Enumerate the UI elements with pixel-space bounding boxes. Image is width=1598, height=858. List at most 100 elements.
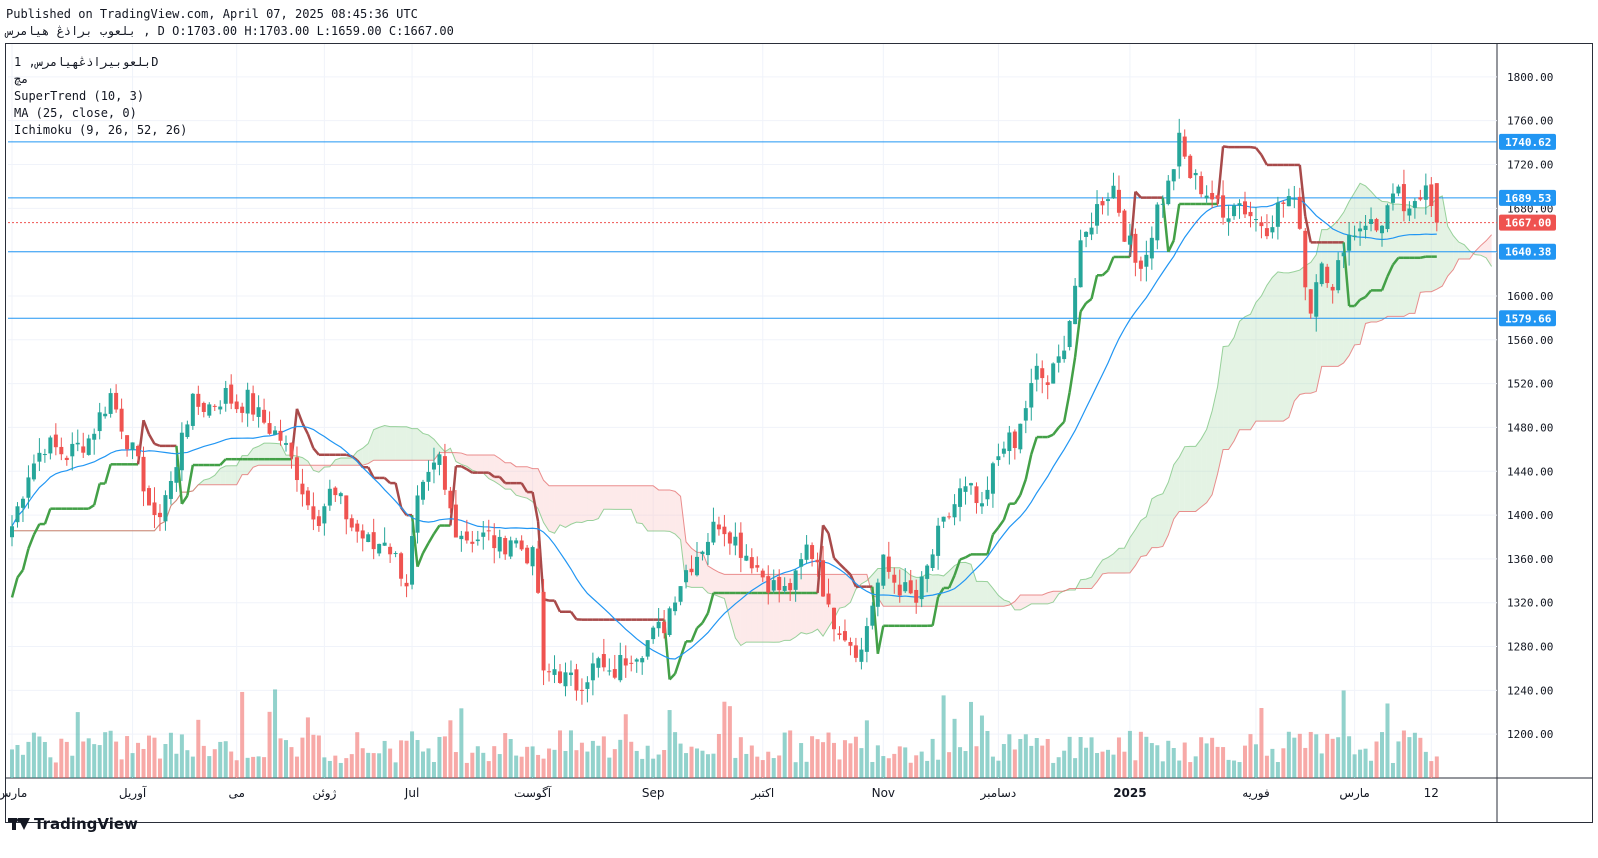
volume-bar (716, 734, 721, 778)
volume-bar (201, 745, 206, 778)
volume-bar (771, 758, 776, 778)
candle-body (262, 409, 267, 423)
volume-bar (1303, 747, 1308, 778)
candle-body (596, 658, 601, 668)
volume-bar (607, 757, 612, 778)
volume-bar (70, 755, 75, 778)
ichimoku-cloud-segment (1190, 446, 1196, 512)
candle-body (859, 649, 864, 662)
candle-body (1407, 208, 1412, 216)
volume-bar (31, 732, 36, 778)
volume-bar (262, 757, 267, 778)
volume-bar (1412, 732, 1417, 778)
supertrend-segment (1216, 146, 1225, 205)
legend-ichimoku[interactable]: Ichimoku (9, 26, 52, 26) (14, 123, 188, 137)
x-tick-label: دسامبر (980, 786, 1017, 801)
candle-body (459, 535, 464, 540)
volume-bar (1056, 757, 1061, 778)
x-tick-label: مارس (1339, 786, 1370, 801)
volume-bar (1062, 750, 1067, 778)
supertrend-segment (416, 552, 425, 568)
volume-bar (590, 740, 595, 778)
candle-body (103, 413, 108, 417)
volume-bar (1073, 758, 1078, 778)
brand-name: TradingView (34, 815, 138, 833)
ichimoku-cloud-segment (844, 574, 851, 607)
candle-body (1177, 132, 1182, 167)
ichimoku-cloud-segment (1447, 226, 1454, 277)
candle-body (399, 553, 404, 579)
y-tick-label: 1800.00 (1507, 71, 1553, 84)
supertrend-segment (1353, 298, 1362, 307)
candle-body (415, 495, 420, 533)
volume-bar (695, 748, 699, 778)
ichimoku-cloud-segment (603, 485, 610, 510)
volume-bar (119, 759, 124, 778)
y-tick-label: 1440.00 (1507, 465, 1553, 478)
candle-body (541, 591, 546, 671)
ichimoku-cloud-segment (428, 434, 434, 461)
volume-bar (558, 730, 562, 778)
volume-bar (75, 712, 80, 778)
supertrend-segment (668, 672, 676, 681)
supertrend-segment (383, 477, 391, 484)
legend-supertrend[interactable]: SuperTrend (10, 3) (14, 89, 145, 103)
volume-bar (760, 760, 765, 778)
ichimoku-cloud-segment (570, 485, 577, 525)
volume-bar (426, 748, 431, 778)
candle-body (1352, 235, 1357, 238)
volume-bar (1127, 730, 1132, 778)
supertrend-segment (1161, 197, 1170, 252)
legend-symbol[interactable]: بلعوبیراذڠهیامرس, 1D (14, 55, 159, 69)
volume-bar (629, 741, 634, 778)
tradingview-brand[interactable]: TradingView (8, 815, 138, 833)
supertrend-segment (838, 562, 846, 571)
x-tick-label: مارس (0, 786, 27, 801)
volume-bar (990, 756, 995, 778)
volume-bar (481, 752, 486, 778)
candle-body (163, 495, 168, 522)
volume-bar (1363, 748, 1368, 778)
candle-body (1429, 184, 1434, 206)
candle-body (1138, 260, 1143, 269)
candle-body (1303, 230, 1308, 288)
y-tick-label: 1240.00 (1507, 684, 1553, 697)
candle-body (892, 574, 897, 583)
ichimoku-cloud-segment (505, 462, 511, 490)
candle-body (908, 580, 913, 594)
candle-body (1396, 186, 1401, 194)
volume-bar (1226, 759, 1231, 778)
supertrend-segment (827, 533, 836, 559)
supertrend-segment (312, 447, 320, 456)
candle-body (470, 541, 475, 544)
volume-bar (1434, 756, 1439, 778)
ichimoku-cloud-segment (1162, 482, 1169, 547)
volume-bar (157, 758, 162, 778)
volume-bar (969, 701, 973, 778)
candle-body (1297, 196, 1302, 229)
candle-body (294, 457, 299, 481)
supertrend-segment (410, 514, 419, 567)
chart-frame[interactable] (5, 43, 1593, 823)
legend-ma[interactable]: MA (25, close, 0) (14, 106, 137, 120)
supertrend-segment (706, 592, 715, 614)
candle-body (201, 402, 206, 412)
volume-bar (662, 750, 667, 778)
supertrend-segment (219, 458, 227, 466)
candle-body (1253, 219, 1258, 221)
candle-body (667, 608, 672, 635)
candle-body (1040, 368, 1045, 379)
volume-bar (366, 752, 371, 778)
x-tick-label: 2025 (1113, 786, 1146, 800)
candle-body (371, 532, 376, 550)
candle-body (10, 526, 14, 538)
ichimoku-cloud-segment (1272, 271, 1278, 422)
candle-body (1390, 193, 1395, 203)
candle-body (1084, 231, 1089, 237)
ichimoku-cloud-segment (888, 567, 895, 607)
volume-bar (1369, 760, 1374, 778)
supertrend-segment (701, 612, 710, 624)
volume-bar (804, 761, 809, 778)
ichimoku-cloud-segment (472, 454, 478, 472)
